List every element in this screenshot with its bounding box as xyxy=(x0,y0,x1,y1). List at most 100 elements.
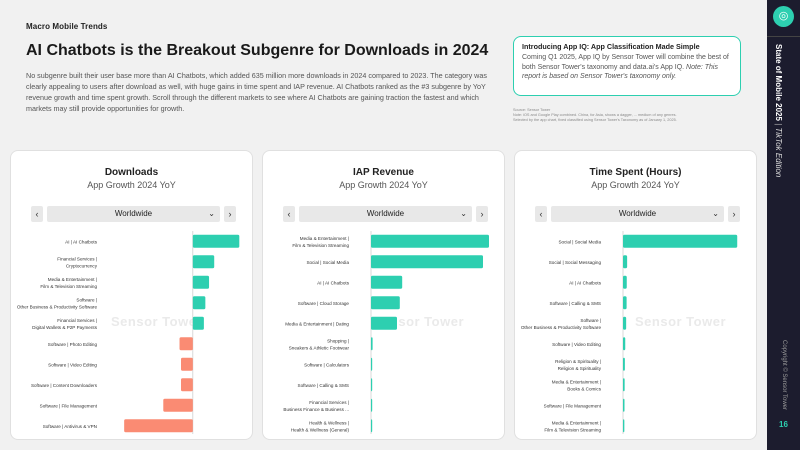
bar[interactable] xyxy=(623,275,627,289)
bar[interactable] xyxy=(124,419,193,433)
category-label: Software | Calculators xyxy=(304,362,350,367)
market-select[interactable]: Worldwide ⌄ xyxy=(299,206,472,222)
source-note: Source: Sensor Tower Note: iOS and Googl… xyxy=(513,108,743,123)
bar[interactable] xyxy=(371,337,373,351)
bar[interactable] xyxy=(371,398,373,412)
chevron-down-icon: ⌄ xyxy=(460,209,467,218)
category-label: Software | Calling & SMS xyxy=(550,301,602,306)
bar[interactable] xyxy=(623,398,625,412)
category-label: Software | Other Business & Productivity … xyxy=(17,297,98,309)
section-kicker: Macro Mobile Trends xyxy=(26,22,108,31)
report-page: Macro Mobile Trends AI Chatbots is the B… xyxy=(0,0,767,450)
category-label: Software | Content Downloaders xyxy=(31,383,98,388)
bar[interactable] xyxy=(623,296,627,310)
next-market-button[interactable]: › xyxy=(224,206,236,222)
chevron-down-icon: ⌄ xyxy=(712,209,719,218)
market-select-value: Worldwide xyxy=(114,209,153,218)
category-label: Software | Antivirus & VPN xyxy=(43,424,97,429)
category-label: Software | Photo Editing xyxy=(48,342,98,347)
bar[interactable] xyxy=(623,255,628,269)
bar[interactable] xyxy=(623,316,627,330)
bar[interactable] xyxy=(371,234,489,248)
sidebar: ◎ State of Mobile 2025 | TikTok Edition … xyxy=(767,0,800,450)
bar[interactable] xyxy=(623,419,625,433)
note-title: Introducing App IQ: App Classification M… xyxy=(522,42,700,51)
page-title: AI Chatbots is the Breakout Subgenre for… xyxy=(26,42,489,59)
market-select-value: Worldwide xyxy=(366,209,405,218)
chart-title: Time Spent (Hours) xyxy=(589,167,682,178)
category-label: Software | Other Business & Productivity … xyxy=(521,318,602,330)
chart-subtitle: App Growth 2024 YoY xyxy=(339,180,428,190)
category-label: Media & Entertainment | Film & Television… xyxy=(40,277,97,289)
category-label: Software | Video Editing xyxy=(552,342,601,347)
app-iq-note: Introducing App IQ: App Classification M… xyxy=(513,36,741,96)
time-spent-panel: Time Spent (Hours) App Growth 2024 YoY ‹… xyxy=(514,150,757,440)
bar[interactable] xyxy=(192,275,210,289)
prev-market-button[interactable]: ‹ xyxy=(535,206,547,222)
page-description: No subgenre built their user base more t… xyxy=(26,71,487,113)
bar[interactable] xyxy=(181,357,193,371)
bar[interactable] xyxy=(371,316,397,330)
category-label: Religion & Spirituality | Religion & Spir… xyxy=(555,359,602,371)
label-separator: | xyxy=(774,123,783,126)
note-body: Coming Q1 2025, App IQ by Sensor Tower w… xyxy=(522,53,732,82)
category-label: Software | File Management xyxy=(544,403,602,408)
copyright: Copyright © Sensor Tower xyxy=(781,340,787,411)
market-select-value: Worldwide xyxy=(618,209,657,218)
bar[interactable] xyxy=(192,234,240,248)
category-label: Software | Video Editing xyxy=(48,362,97,367)
bar[interactable] xyxy=(371,357,373,371)
category-label: AI | AI Chatbots xyxy=(65,239,98,244)
source-line-3: Selected by the app chart, fixed classif… xyxy=(513,118,677,122)
prev-market-button[interactable]: ‹ xyxy=(283,206,295,222)
category-label: Software | File Management xyxy=(40,403,98,408)
source-line-1: Source: Sensor Tower xyxy=(513,108,551,112)
category-label: Shopping | Sneakers & Athletic Footwear xyxy=(289,338,350,350)
category-label: Health & Wellness | Health & Wellness (Ge… xyxy=(291,420,350,432)
next-market-button[interactable]: › xyxy=(476,206,488,222)
bar[interactable] xyxy=(623,378,625,392)
bar[interactable] xyxy=(371,378,373,392)
bar[interactable] xyxy=(179,337,193,351)
category-label: Software | Cloud Storage xyxy=(298,301,350,306)
bar[interactable] xyxy=(371,296,400,310)
bar[interactable] xyxy=(623,234,738,248)
edition-name: TikTok Edition xyxy=(774,127,783,178)
category-label: Financial Services | Business Finance & B… xyxy=(283,400,349,412)
market-select[interactable]: Worldwide ⌄ xyxy=(47,206,220,222)
bar[interactable] xyxy=(192,255,215,269)
category-label: Media & Entertainment | Books & Comics xyxy=(552,379,602,391)
chart-title: Downloads xyxy=(104,167,159,178)
iap-revenue-chart: Media & Entertainment | Film & Television… xyxy=(283,231,489,434)
page-number: 16 xyxy=(779,420,788,429)
note-italic: Note: This report is based on Sensor Tow… xyxy=(522,63,718,81)
chart-title: IAP Revenue xyxy=(353,167,414,178)
bar[interactable] xyxy=(371,275,403,289)
sidebar-divider xyxy=(767,36,800,37)
bar[interactable] xyxy=(623,357,625,371)
bar[interactable] xyxy=(371,419,373,433)
market-select[interactable]: Worldwide ⌄ xyxy=(551,206,724,222)
bar[interactable] xyxy=(192,296,206,310)
bar[interactable] xyxy=(623,337,626,351)
category-label: Social | Social Media xyxy=(306,260,349,265)
iap-revenue-panel: IAP Revenue App Growth 2024 YoY ‹ Worldw… xyxy=(262,150,505,440)
time-spent-chart: Social | Social Media Social | Social Mes… xyxy=(521,231,738,434)
source-line-2: Note: iOS and Google Play combined. Chin… xyxy=(513,113,677,117)
category-label: Social | Social Messaging xyxy=(549,260,602,265)
watermark: Sensor Tower xyxy=(635,314,727,329)
bar[interactable] xyxy=(192,316,204,330)
report-label: State of Mobile 2025 | TikTok Edition xyxy=(767,40,800,180)
bar[interactable] xyxy=(163,398,193,412)
category-label: Media & Entertainment | Film & Television… xyxy=(544,420,601,432)
category-label: Media & Entertainment | Dating xyxy=(285,321,349,326)
category-label: AI | AI Chatbots xyxy=(569,280,602,285)
bar[interactable] xyxy=(181,378,193,392)
sensor-tower-logo-icon: ◎ xyxy=(773,6,794,27)
next-market-button[interactable]: › xyxy=(728,206,740,222)
prev-market-button[interactable]: ‹ xyxy=(31,206,43,222)
downloads-panel: Downloads App Growth 2024 YoY ‹ Worldwid… xyxy=(10,150,253,440)
category-label: Financial Services | Cryptocurrency xyxy=(57,256,97,268)
bar[interactable] xyxy=(371,255,483,269)
chart-subtitle: App Growth 2024 YoY xyxy=(87,180,176,190)
